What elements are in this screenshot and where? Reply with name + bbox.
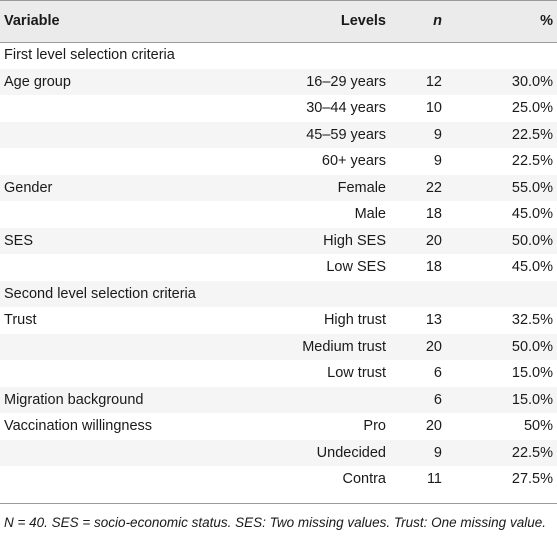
cell-n: 18 bbox=[425, 206, 442, 223]
header-n: n bbox=[433, 13, 442, 29]
cell-variable: Second level selection criteria bbox=[4, 285, 196, 302]
header-percent: % bbox=[540, 13, 553, 29]
table-row: First level selection criteria bbox=[0, 42, 557, 69]
cell-n: 12 bbox=[425, 73, 442, 90]
cell-variable: Vaccination willingness bbox=[4, 418, 153, 435]
table-row: Low trust 6 15.0% bbox=[0, 360, 557, 387]
table-header-row: Variable Levels n % bbox=[0, 0, 557, 42]
cell-level bbox=[228, 281, 388, 308]
table-row: 60+ years 9 22.5% bbox=[0, 148, 557, 175]
cell-level: High trust bbox=[323, 312, 386, 329]
cell-level: Undecided bbox=[316, 444, 386, 461]
cell-n: 9 bbox=[433, 444, 442, 461]
cell-n: 9 bbox=[433, 153, 442, 170]
cell-percent: 32.5% bbox=[511, 312, 553, 329]
cell-variable bbox=[0, 148, 228, 175]
cell-n: 20 bbox=[425, 232, 442, 249]
table-row: Male 18 45.0% bbox=[0, 201, 557, 228]
cell-variable bbox=[0, 122, 228, 149]
bottom-rule bbox=[0, 503, 557, 504]
cell-percent: 45.0% bbox=[511, 206, 553, 223]
cell-level: Low trust bbox=[327, 365, 386, 382]
cell-variable bbox=[0, 466, 228, 493]
demographics-table: Variable Levels n % First level selectio… bbox=[0, 0, 557, 493]
cell-percent: 22.5% bbox=[511, 126, 553, 143]
table-row: Second level selection criteria bbox=[0, 280, 557, 308]
cell-level: 45–59 years bbox=[306, 126, 386, 143]
cell-percent: 22.5% bbox=[511, 444, 553, 461]
table-row: 30–44 years 10 25.0% bbox=[0, 95, 557, 122]
header-levels: Levels bbox=[340, 13, 386, 29]
cell-n: 11 bbox=[426, 471, 442, 488]
cell-n: 13 bbox=[425, 312, 442, 329]
table-row: Trust High trust 13 32.5% bbox=[0, 307, 557, 334]
cell-level: High SES bbox=[323, 232, 386, 249]
cell-variable bbox=[0, 201, 228, 228]
header-rule bbox=[0, 42, 557, 43]
cell-level: Low SES bbox=[326, 259, 386, 276]
top-rule bbox=[0, 0, 557, 1]
cell-level: 30–44 years bbox=[306, 100, 386, 117]
cell-percent bbox=[448, 42, 557, 69]
cell-n: 9 bbox=[433, 126, 442, 143]
cell-n: 10 bbox=[425, 100, 442, 117]
cell-variable bbox=[0, 254, 228, 281]
cell-variable bbox=[0, 95, 228, 122]
cell-level bbox=[228, 42, 388, 69]
cell-level bbox=[228, 387, 388, 414]
table-row: Age group 16–29 years 12 30.0% bbox=[0, 68, 557, 95]
table-row: 45–59 years 9 22.5% bbox=[0, 121, 557, 149]
cell-variable bbox=[0, 440, 228, 467]
cell-percent: 50.0% bbox=[511, 338, 553, 355]
cell-percent: 15.0% bbox=[511, 365, 553, 382]
cell-level: Male bbox=[354, 206, 386, 223]
cell-percent bbox=[448, 281, 557, 308]
cell-n: 20 bbox=[425, 418, 442, 435]
cell-n bbox=[388, 42, 448, 69]
cell-percent: 45.0% bbox=[511, 259, 553, 276]
cell-variable bbox=[0, 334, 228, 361]
table-row: SES High SES 20 50.0% bbox=[0, 227, 557, 254]
cell-level: Female bbox=[337, 179, 386, 196]
cell-variable: First level selection criteria bbox=[4, 47, 175, 64]
cell-n: 6 bbox=[433, 391, 442, 408]
cell-percent: 50.0% bbox=[511, 232, 553, 249]
table-footnote: N = 40. SES = socio-economic status. SES… bbox=[4, 515, 546, 530]
cell-n: 20 bbox=[425, 338, 442, 355]
header-variable: Variable bbox=[4, 13, 60, 29]
table-body: First level selection criteria Age group 1… bbox=[0, 42, 557, 493]
table-row: Undecided 9 22.5% bbox=[0, 439, 557, 467]
cell-n: 6 bbox=[433, 365, 442, 382]
table-row: Migration background 6 15.0% bbox=[0, 386, 557, 414]
cell-level: 60+ years bbox=[321, 153, 386, 170]
cell-percent: 15.0% bbox=[511, 391, 553, 408]
cell-percent: 25.0% bbox=[511, 100, 553, 117]
cell-percent: 50% bbox=[523, 418, 553, 435]
cell-variable: SES bbox=[4, 232, 34, 249]
cell-percent: 55.0% bbox=[511, 179, 553, 196]
cell-variable: Age group bbox=[4, 73, 71, 90]
table-row: Gender Female 22 55.0% bbox=[0, 174, 557, 201]
cell-level: Pro bbox=[363, 418, 386, 435]
cell-level: Contra bbox=[342, 471, 386, 488]
cell-percent: 27.5% bbox=[511, 471, 553, 488]
table-row: Low SES 18 45.0% bbox=[0, 254, 557, 281]
cell-variable: Migration background bbox=[4, 391, 144, 408]
cell-level: 16–29 years bbox=[306, 73, 386, 90]
table-row: Contra 11 27.5% bbox=[0, 466, 557, 493]
cell-variable bbox=[0, 360, 228, 387]
table-row: Medium trust 20 50.0% bbox=[0, 333, 557, 361]
cell-n bbox=[388, 281, 448, 308]
cell-variable: Trust bbox=[4, 312, 37, 329]
cell-percent: 22.5% bbox=[511, 153, 553, 170]
cell-n: 22 bbox=[425, 179, 442, 196]
cell-percent: 30.0% bbox=[511, 73, 553, 90]
cell-level: Medium trust bbox=[302, 338, 386, 355]
table-row: Vaccination willingness Pro 20 50% bbox=[0, 413, 557, 440]
cell-variable: Gender bbox=[4, 179, 53, 196]
cell-n: 18 bbox=[425, 259, 442, 276]
